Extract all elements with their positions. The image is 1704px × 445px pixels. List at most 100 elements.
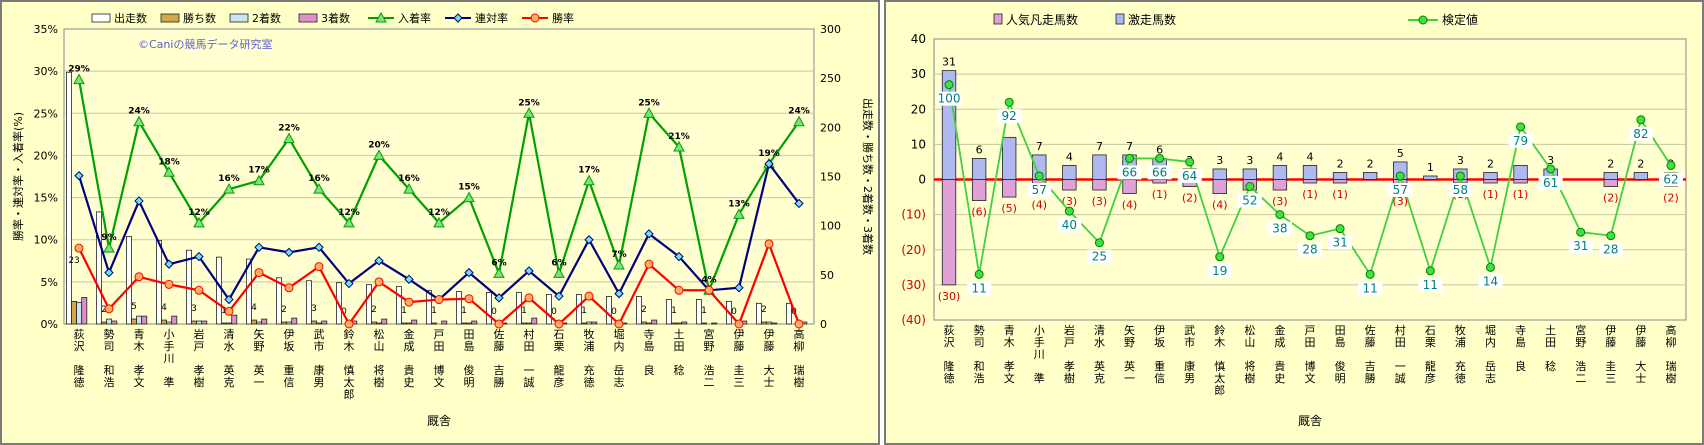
x-tick-label-char: 圭: [1605, 360, 1616, 373]
data-label-bg: [1628, 126, 1653, 141]
marker-連対率: [674, 251, 684, 262]
marker-入着率: [523, 107, 535, 118]
y-tick-label-right: 150: [820, 171, 841, 184]
x-tick-label-char: 野: [1575, 336, 1586, 349]
data-label-score: 57: [1393, 183, 1408, 197]
bar-人気凡走馬数: [941, 179, 957, 286]
data-label-wins: 1: [401, 306, 407, 316]
bar-出走数: [305, 280, 312, 325]
x-tick-label-char: 文: [434, 375, 445, 389]
marker-連対率: [194, 251, 204, 262]
marker-検定値: [1365, 269, 1375, 279]
bar-3着数: [111, 320, 118, 325]
data-label-bg: [1147, 165, 1172, 180]
data-label-bg: [1508, 133, 1533, 148]
data-label-score: 64: [1182, 169, 1197, 183]
bar-勝ち数: [521, 322, 527, 325]
data-label-placing-rate: 12%: [428, 208, 450, 218]
x-tick-label-char: 堀: [614, 328, 625, 341]
legend-label: 3着数: [321, 11, 350, 25]
bar-2着数: [676, 322, 683, 325]
bar-勝ち数: [161, 319, 167, 325]
bar-人気凡走馬数: [1002, 179, 1017, 198]
x-tick-label-char: 俊: [1335, 359, 1346, 373]
marker-勝率: [194, 285, 204, 295]
x-tick-label-char: 彦: [1425, 371, 1436, 385]
bar-激走馬数: [1633, 172, 1649, 180]
x-tick-label: 土田稔: [674, 328, 685, 377]
bar-激走馬数: [1212, 168, 1227, 180]
bar-人気凡走馬数: [1483, 179, 1498, 184]
data-label-wins: 1: [431, 306, 437, 316]
data-label-score: 31: [1332, 236, 1347, 250]
y-axis-title-left: 勝率・連対率・入着率(%): [11, 112, 25, 241]
data-label-neg: (2): [1603, 192, 1619, 205]
data-label-neg: (3): [1092, 195, 1108, 208]
x-tick-label-char: 藤: [1635, 336, 1646, 349]
x-tick-label-char: 一: [524, 364, 535, 377]
bar-人気凡走馬数: [1332, 179, 1348, 184]
marker-入着率: [553, 267, 565, 278]
legend-label: 出走数: [114, 11, 147, 25]
marker-入着率: [133, 115, 145, 127]
bar-人気凡走馬数: [1062, 179, 1077, 191]
marker-入着率: [193, 216, 205, 228]
legend-swatch: [160, 13, 180, 23]
marker-検定値: [1395, 171, 1405, 181]
data-label-wins: 3: [191, 304, 197, 314]
data-label-wins: 0: [341, 307, 347, 317]
x-tick-label-char: 男: [314, 376, 325, 389]
bar-勝ち数: [221, 322, 227, 325]
bar-3着数: [261, 318, 268, 325]
data-label-score: 79: [1513, 134, 1528, 148]
bar-3着数: [201, 320, 208, 325]
marker-勝率: [764, 239, 774, 249]
y-tick-label-left: 25%: [34, 107, 58, 120]
x-tick-label-char: 明: [464, 376, 475, 389]
x-tick-label-char: 高: [794, 327, 805, 341]
bar-出走数: [696, 299, 702, 325]
bar-2着数: [286, 321, 293, 325]
x-tick-label-char: 康: [314, 363, 325, 377]
data-label-pos: 31: [942, 56, 956, 69]
data-label-pos: 7: [1096, 140, 1103, 153]
x-tick-label-char: 牧: [1455, 323, 1466, 337]
marker-入着率: [223, 183, 235, 194]
data-label-score: 19: [1212, 264, 1227, 278]
marker-勝率: [344, 319, 354, 329]
marker-勝率: [74, 243, 84, 253]
x-tick-label-char: 水: [224, 340, 235, 353]
x-tick-label-char: 稔: [1545, 359, 1556, 373]
data-label-score: 100: [938, 92, 961, 106]
data-label-score: 66: [1152, 165, 1167, 179]
x-tick-label-char: 慎: [1214, 359, 1225, 373]
x-tick-label-char: 青: [134, 328, 145, 341]
bar-激走馬数: [1272, 165, 1288, 180]
bar-勝ち数: [371, 321, 377, 325]
legend-label: 勝率: [552, 11, 574, 25]
x-tick-label-char: 坂: [1154, 336, 1165, 349]
marker-勝率: [404, 297, 414, 307]
x-tick-label-char: 司: [974, 336, 985, 349]
x-tick-label-char: 準: [1034, 371, 1045, 385]
bar-2着数: [106, 318, 113, 325]
x-tick-label-char: 浩: [104, 376, 115, 389]
legend-swatch: [993, 13, 1003, 25]
x-tick-label-char: 田: [1395, 336, 1406, 349]
y-tick-label-left: 20%: [34, 149, 58, 162]
data-label-placing-rate: 21%: [668, 132, 690, 142]
x-tick-label-char: 大: [1635, 359, 1646, 373]
x-tick-label-char: 重: [284, 363, 295, 377]
right-chart: (40)(30)(20)(10)010203040316747763334422…: [901, 12, 1687, 428]
x-tick-label-char: 田: [1545, 336, 1556, 349]
marker-連対率: [164, 259, 174, 269]
x-tick-label-char: 龍: [1425, 359, 1436, 373]
bar-2着数: [406, 322, 413, 325]
